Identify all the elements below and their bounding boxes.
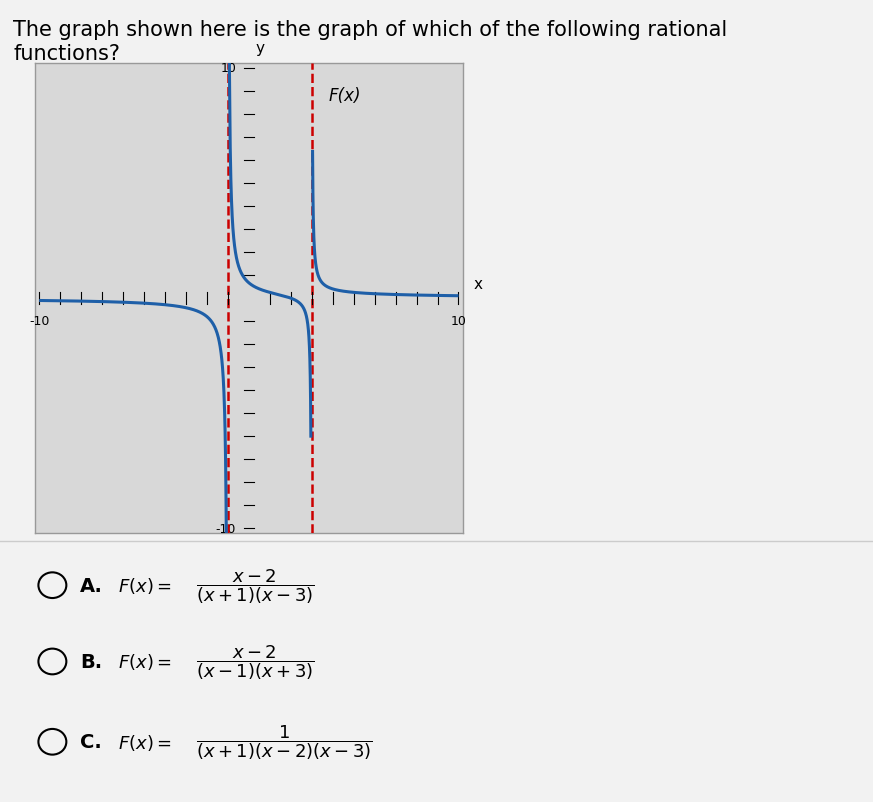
Text: y: y: [255, 41, 265, 56]
Text: C.: C.: [80, 732, 102, 751]
Text: 10: 10: [450, 315, 466, 328]
Text: $\dfrac{1}{(x+1)(x-2)(x-3)}$: $\dfrac{1}{(x+1)(x-2)(x-3)}$: [196, 723, 373, 761]
Text: The graph shown here is the graph of which of the following rational: The graph shown here is the graph of whi…: [13, 20, 727, 40]
Text: F(x): F(x): [328, 87, 361, 105]
Text: -10: -10: [216, 522, 237, 535]
Text: $\dfrac{x-2}{(x+1)(x-3)}$: $\dfrac{x-2}{(x+1)(x-3)}$: [196, 566, 315, 605]
Text: x: x: [473, 277, 482, 292]
Text: $F(x) = $: $F(x) = $: [118, 576, 171, 595]
Text: $F(x) = $: $F(x) = $: [118, 732, 171, 751]
Text: -10: -10: [29, 315, 49, 328]
Text: B.: B.: [80, 652, 102, 671]
Text: functions?: functions?: [13, 44, 120, 64]
Text: $\dfrac{x-2}{(x-1)(x+3)}$: $\dfrac{x-2}{(x-1)(x+3)}$: [196, 642, 315, 681]
Text: 10: 10: [220, 63, 237, 75]
Text: $F(x) = $: $F(x) = $: [118, 652, 171, 671]
Text: A.: A.: [80, 576, 103, 595]
